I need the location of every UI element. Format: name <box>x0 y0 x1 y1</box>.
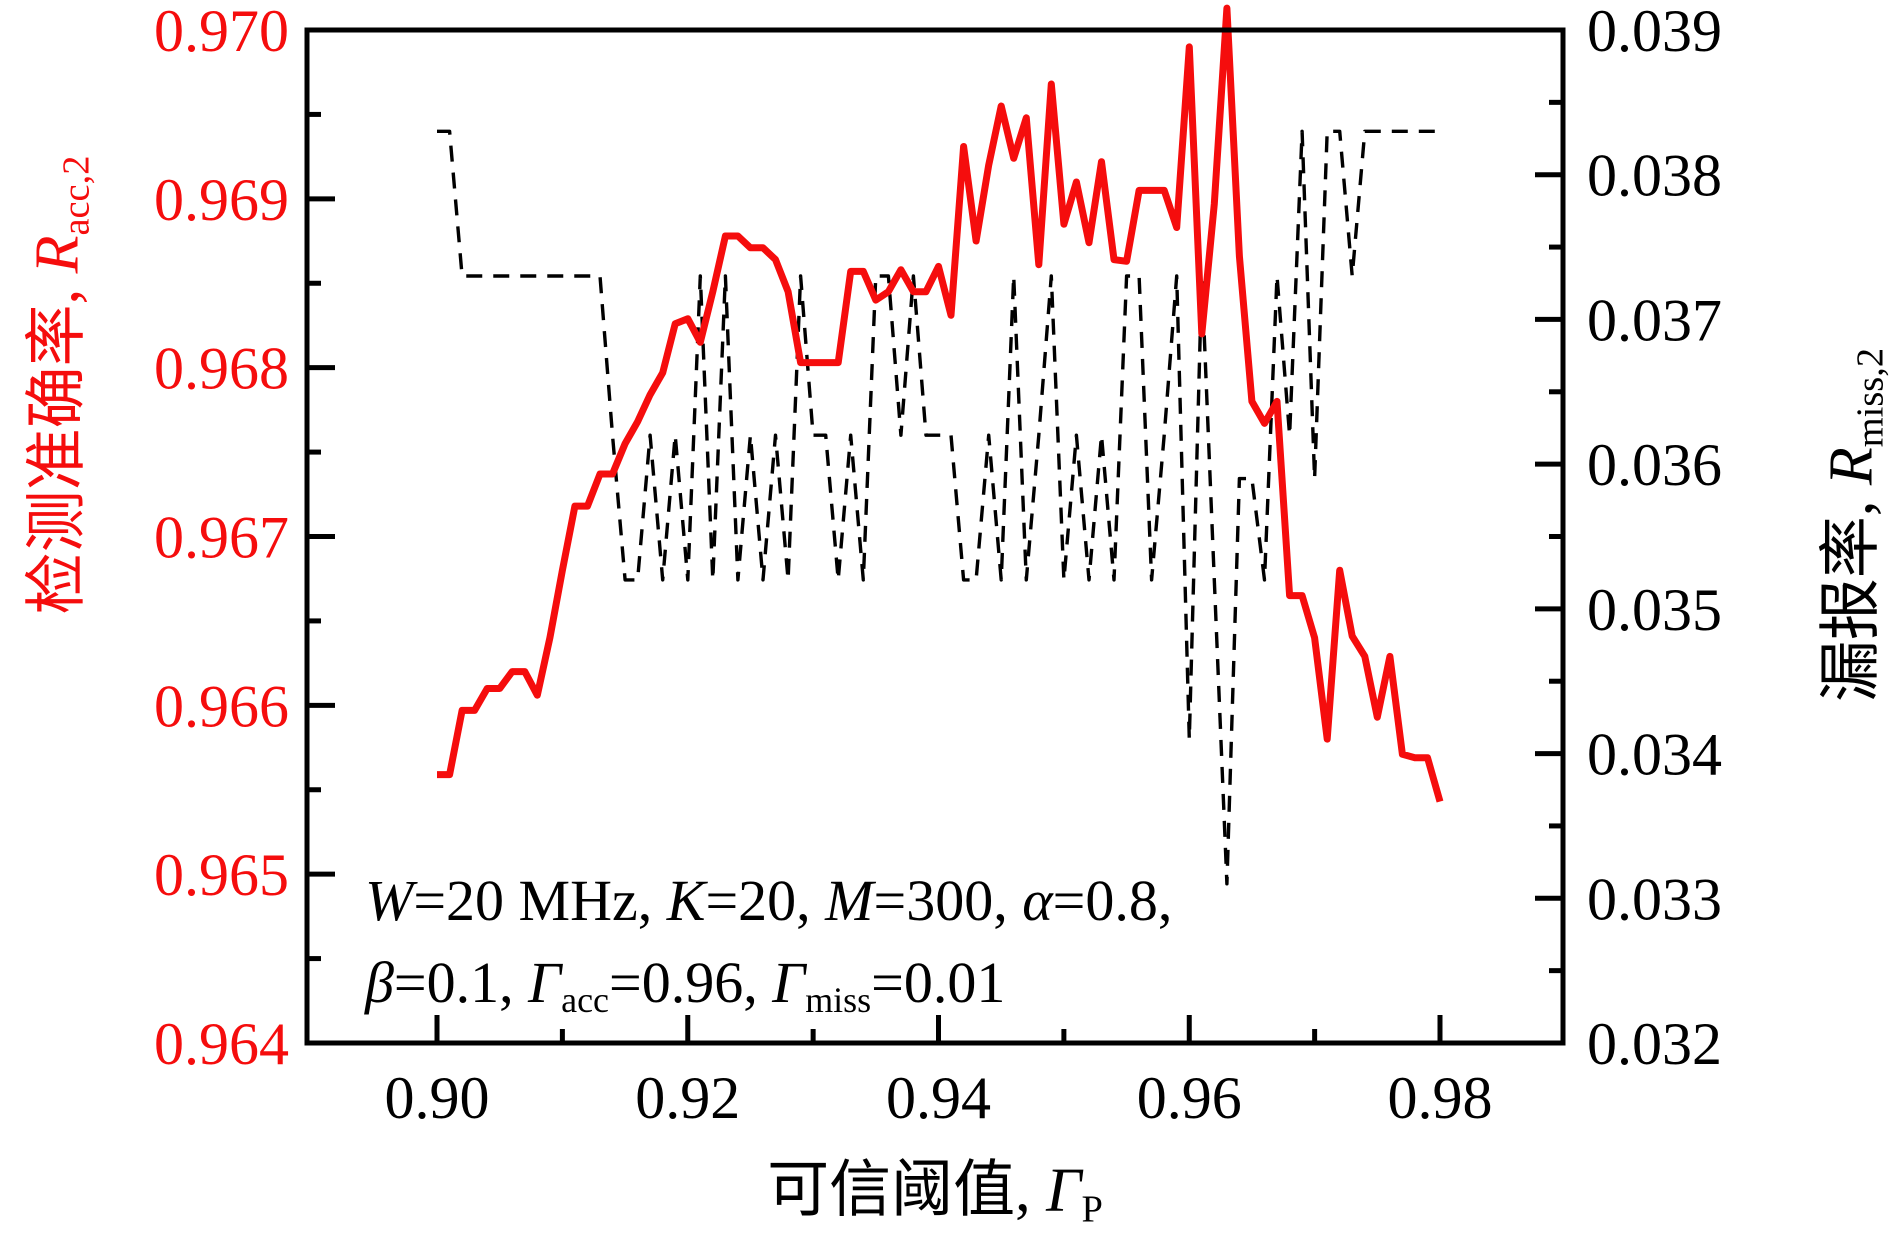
text-run: =0.1, <box>393 950 529 1016</box>
x-axis-title: 可信阈值, ΓP <box>767 1139 1103 1232</box>
text-run: 漏报率, <box>1817 485 1886 703</box>
left-axis-title: 检测准确率, Racc,2 <box>6 156 99 615</box>
y-right-tick-label: 0.034 <box>1587 722 1722 788</box>
detection-accuracy-line <box>437 4 1444 803</box>
y-right-tick-label: 0.035 <box>1587 577 1722 643</box>
text-run: =300, <box>873 868 1023 933</box>
x-tick-label: 0.96 <box>1137 1065 1242 1131</box>
text-run: =0.96, <box>608 950 773 1016</box>
annotation-line-1: W=20 MHz, K=20, M=300, α=0.8, <box>365 860 1172 942</box>
text-run: R <box>23 235 92 274</box>
text-run: =0.8, <box>1052 868 1173 933</box>
x-tick-label: 0.94 <box>886 1065 991 1131</box>
text-run: M <box>825 868 874 933</box>
annotation-line-2: β=0.1, Γacc=0.96, Γmiss=0.01 <box>365 942 1172 1026</box>
text-run: =20 MHz, <box>413 868 667 933</box>
miss-rate-line <box>437 129 1440 886</box>
y-right-tick-label: 0.032 <box>1587 1011 1722 1077</box>
text-run: β <box>365 950 394 1016</box>
text-run: =0.01 <box>871 950 1006 1016</box>
text-run: Γ <box>772 950 806 1016</box>
y-right-tick-label: 0.036 <box>1587 432 1722 498</box>
text-run: miss,2 <box>1849 347 1890 448</box>
text-run: α <box>1022 868 1053 933</box>
text-run: miss <box>805 980 872 1021</box>
y-left-tick-label: 0.969 <box>154 167 289 233</box>
text-run: P <box>1081 1188 1103 1231</box>
y-left-tick-label: 0.968 <box>154 336 289 402</box>
y-right-tick-label: 0.038 <box>1587 143 1722 209</box>
text-run: Γ <box>528 950 562 1016</box>
text-run: acc,2 <box>55 155 98 236</box>
y-right-tick-label: 0.037 <box>1587 287 1722 353</box>
x-tick-label: 0.92 <box>635 1065 740 1131</box>
text-run: W <box>365 868 414 933</box>
right-axis-title: 漏报率, Rmiss,2 <box>1800 348 1890 702</box>
y-left-tick-label: 0.966 <box>154 673 289 739</box>
text-run: K <box>666 868 706 933</box>
y-left-tick-label: 0.964 <box>154 1011 289 1077</box>
y-left-tick-label: 0.965 <box>154 842 289 908</box>
parameters-annotation: W=20 MHz, K=20, M=300, α=0.8, β=0.1, Γac… <box>365 860 1172 1026</box>
y-right-tick-label: 0.039 <box>1587 0 1722 64</box>
text-run: R <box>1817 447 1886 486</box>
text-run: 可信阈值, <box>767 1156 1047 1225</box>
text-run: 检测准确率, <box>23 273 92 615</box>
text-run: =20, <box>705 868 826 933</box>
text-run: acc <box>561 980 609 1021</box>
y-left-tick-label: 0.970 <box>154 0 289 64</box>
y-left-tick-label: 0.967 <box>154 505 289 571</box>
y-right-tick-label: 0.033 <box>1587 866 1722 932</box>
text-run: Γ <box>1046 1156 1082 1225</box>
x-tick-label: 0.98 <box>1388 1065 1493 1131</box>
x-tick-label: 0.90 <box>385 1065 490 1131</box>
